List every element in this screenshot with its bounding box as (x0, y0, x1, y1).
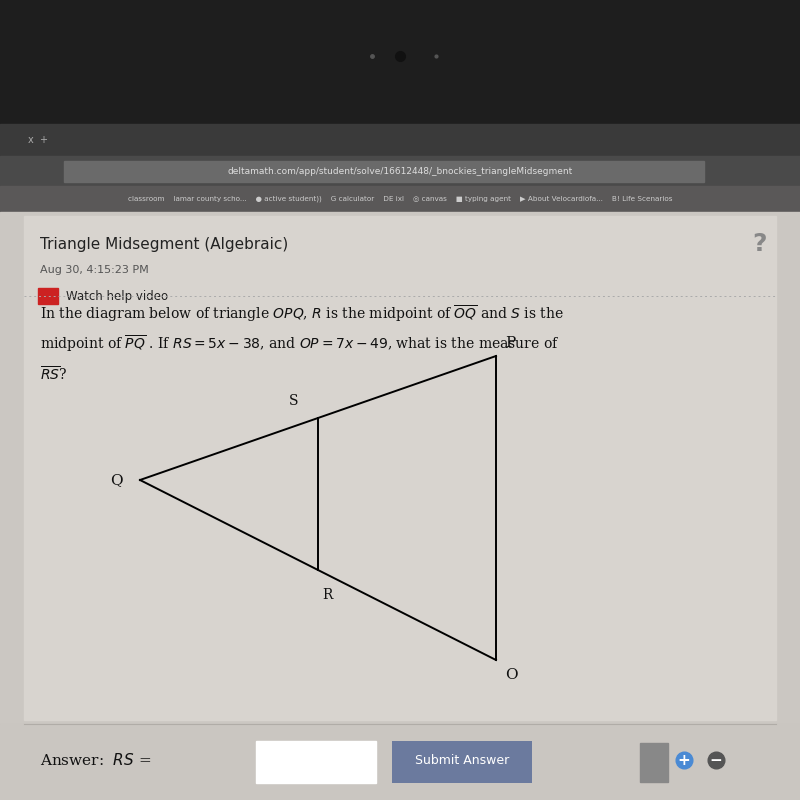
Text: Watch help video: Watch help video (66, 290, 168, 302)
Text: midpoint of $\overline{PQ}$ . If $RS = 5x - 38$, and $OP = 7x - 49$, what is the: midpoint of $\overline{PQ}$ . If $RS = 5… (40, 334, 559, 354)
Bar (256, 742, 376, 783)
Bar (0, 212, 800, 724)
Text: Q: Q (110, 473, 122, 487)
Text: +: + (678, 753, 690, 768)
Bar (0, 156, 800, 186)
Bar (24, 216, 776, 720)
Text: deltamath.com/app/student/solve/16612448/_bnockies_triangleMidsegment: deltamath.com/app/student/solve/16612448… (227, 166, 573, 176)
Text: $\overline{RS}$?: $\overline{RS}$? (40, 366, 67, 383)
Text: Triangle Midsegment (Algebraic): Triangle Midsegment (Algebraic) (40, 237, 288, 251)
Bar (64, 161, 704, 182)
Text: Answer:  $RS$ =: Answer: $RS$ = (40, 753, 151, 769)
Bar (0, 186, 800, 212)
Bar (0, 124, 800, 156)
Text: classroom    lamar county scho...    ● active student))    G calculator    DE ix: classroom lamar county scho... ● active … (128, 196, 672, 202)
Bar (38, 288, 58, 304)
Text: x  +: x + (28, 135, 48, 145)
Text: Aug 30, 4:15:23 PM: Aug 30, 4:15:23 PM (40, 265, 149, 274)
Bar (0, 0, 800, 124)
Bar (640, 743, 668, 782)
Text: S: S (289, 394, 298, 408)
Text: P: P (506, 336, 516, 350)
Text: Submit Answer: Submit Answer (415, 754, 509, 767)
Bar (0, 724, 800, 800)
Text: In the diagram below of triangle $OPQ$, $R$ is the midpoint of $\overline{OQ}$ a: In the diagram below of triangle $OPQ$, … (40, 303, 564, 324)
Bar (392, 742, 532, 783)
Text: O: O (506, 668, 518, 682)
Text: ?: ? (753, 232, 767, 256)
Text: R: R (322, 587, 332, 602)
Text: −: − (710, 753, 722, 768)
